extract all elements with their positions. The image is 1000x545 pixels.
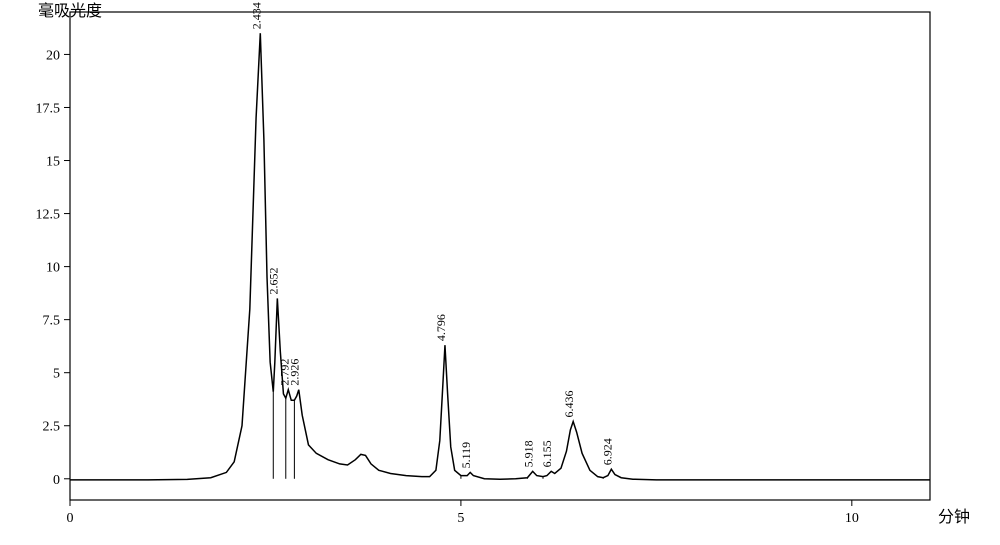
y-tick-label: 20 [46, 48, 60, 63]
peak-label: 6.436 [562, 390, 576, 417]
peak-label: 2.434 [249, 2, 263, 29]
x-tick-label: 0 [67, 511, 74, 526]
peak-label: 2.926 [288, 359, 302, 386]
peak-label: 4.796 [434, 314, 448, 341]
peak-label: 5.119 [459, 442, 473, 469]
y-tick-label: 0 [53, 473, 60, 488]
y-tick-label: 12.5 [36, 208, 61, 223]
y-tick-label: 5 [53, 367, 60, 382]
x-axis-label: 分钟 [938, 508, 970, 526]
y-axis-label: 毫吸光度 [38, 1, 102, 20]
chromatogram-chart: 0 2.5 5 7.5 10 12.5 15 17.5 20 0 5 10 毫吸光度分钟 2.434 2.6… [0, 0, 1000, 545]
y-tick-label: 15 [46, 155, 60, 170]
y-tick-label: 17.5 [36, 101, 61, 116]
y-tick-label: 2.5 [43, 420, 61, 435]
chart-svg: 0 2.5 5 7.5 10 12.5 15 17.5 20 0 5 10 毫吸光度分钟 2.434 2.6… [0, 0, 1000, 545]
peak-label: 5.918 [522, 440, 536, 467]
y-tick-label: 10 [46, 261, 60, 276]
peak-label: 2.652 [266, 267, 280, 294]
x-tick-label: 10 [845, 511, 859, 526]
x-tick-label: 5 [457, 511, 464, 526]
y-tick-label: 7.5 [43, 314, 61, 329]
peak-label: 6.155 [540, 440, 554, 467]
peak-label: 6.924 [600, 438, 614, 465]
